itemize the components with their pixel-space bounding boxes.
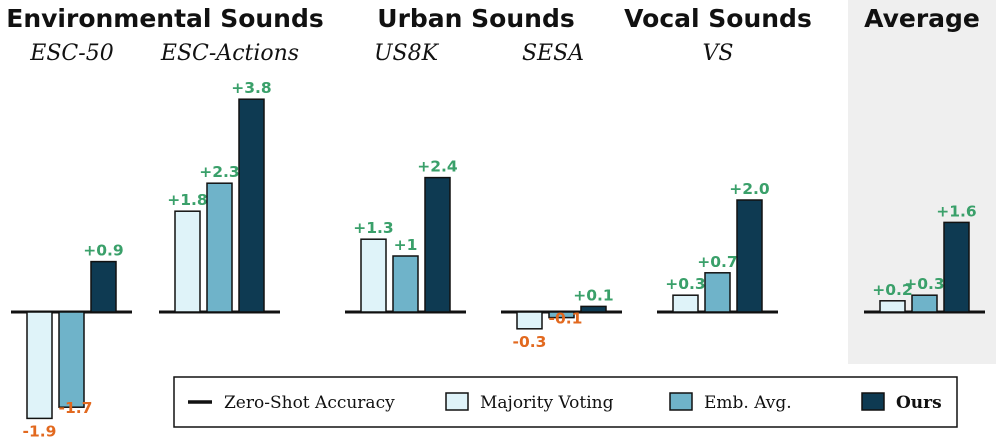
legend-label-emb-avg: Emb. Avg.	[704, 393, 792, 413]
value-label-emb-avg-sesa: -0.1	[549, 310, 583, 328]
value-label-emb-avg-esc-actions: +2.3	[199, 163, 239, 181]
value-label-ours-esc-actions: +3.8	[231, 79, 271, 97]
value-label-ours-sesa: +0.1	[573, 286, 613, 304]
dataset-name-vs: VS	[703, 41, 734, 66]
bar-emb-avg-esc-actions	[206, 182, 233, 313]
bar-majority-voting-vs	[672, 294, 699, 313]
value-label-majority-voting-esc-50: -1.9	[23, 422, 57, 440]
value-label-emb-avg-average: +0.3	[904, 275, 944, 293]
bar-ours-vs	[736, 199, 763, 313]
bar-majority-voting-esc-50	[26, 311, 53, 420]
group-title-average: Average	[864, 4, 980, 33]
legend-label-zero-shot: Zero-Shot Accuracy	[224, 393, 395, 413]
bar-ours-us8k	[424, 176, 451, 313]
bar-ours-esc-50	[90, 260, 117, 313]
value-label-ours-average: +1.6	[936, 202, 976, 220]
value-label-majority-voting-average: +0.2	[872, 281, 912, 299]
bar-majority-voting-us8k	[360, 238, 387, 313]
group-titles: Environmental Sounds Urban Sounds Vocal …	[6, 4, 980, 66]
value-label-emb-avg-us8k: +1	[394, 236, 418, 254]
dataset-name-esc-actions: ESC-Actions	[160, 41, 299, 66]
legend-swatch-ours	[861, 392, 885, 411]
value-label-ours-esc-50: +0.9	[83, 242, 123, 260]
value-label-ours-vs: +2.0	[729, 180, 770, 198]
dataset-name-sesa: SESA	[522, 41, 584, 66]
bar-ours-average	[943, 221, 970, 313]
legend-label-ours: Ours	[896, 393, 942, 413]
value-label-majority-voting-vs: +0.3	[665, 275, 705, 293]
dataset-name-us8k: US8K	[374, 41, 440, 66]
bar-emb-avg-us8k	[392, 255, 419, 313]
bar-ours-sesa	[580, 305, 607, 313]
value-label-ours-us8k: +2.4	[417, 158, 458, 176]
legend-swatch-majority-voting	[445, 392, 469, 411]
bar-majority-voting-sesa	[516, 311, 543, 330]
bar-emb-avg-esc-50	[58, 311, 85, 408]
bar-majority-voting-average	[879, 300, 906, 313]
legend-frame	[173, 376, 958, 428]
group-title-environmental: Environmental Sounds	[6, 4, 324, 33]
legend-swatch-emb-avg	[669, 392, 693, 411]
bar-emb-avg-sesa	[548, 311, 575, 319]
legend: Zero-Shot Accuracy Majority Voting Emb. …	[173, 376, 958, 428]
group-title-urban: Urban Sounds	[377, 4, 574, 33]
value-label-majority-voting-us8k: +1.3	[353, 219, 393, 237]
value-label-emb-avg-esc-50: -1.7	[59, 399, 93, 417]
value-label-majority-voting-esc-actions: +1.8	[167, 191, 207, 209]
bar-emb-avg-vs	[704, 272, 731, 313]
value-label-majority-voting-sesa: -0.3	[513, 333, 547, 351]
bar-majority-voting-esc-actions	[174, 210, 201, 313]
value-label-emb-avg-vs: +0.7	[697, 253, 737, 271]
legend-label-majority-voting: Majority Voting	[480, 393, 614, 413]
bar-emb-avg-average	[911, 294, 938, 313]
dataset-name-esc50: ESC-50	[29, 41, 113, 66]
plot-area: -1.9-1.7 +0.9 +1.8 +2.3 +3.8 +1.3+1 +2.4 -0.3-0…	[11, 79, 985, 440]
group-title-vocal: Vocal Sounds	[624, 4, 812, 33]
bar-ours-esc-actions	[238, 98, 265, 313]
